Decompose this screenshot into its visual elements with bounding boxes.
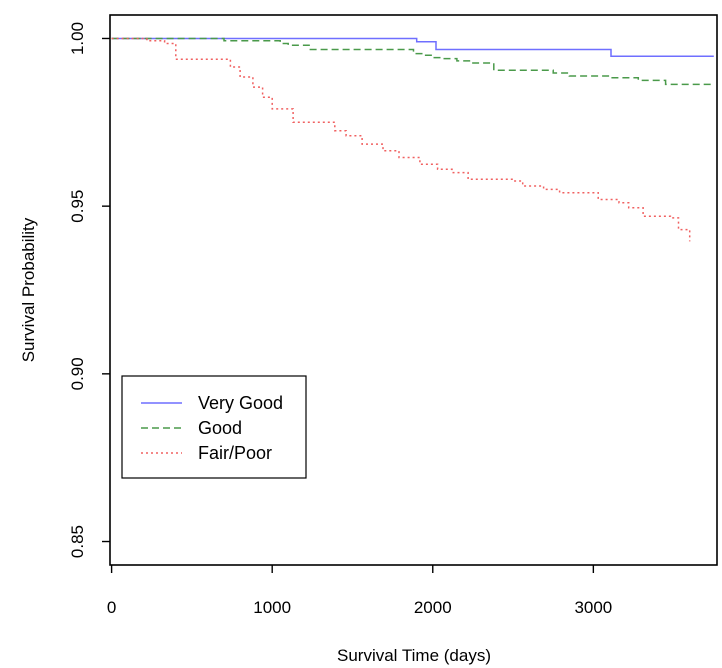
x-tick-label: 2000 xyxy=(414,598,452,617)
legend-label-very-good: Very Good xyxy=(198,393,283,413)
y-tick-label: 0.85 xyxy=(68,525,87,558)
x-tick-label: 0 xyxy=(107,598,116,617)
series-line-good xyxy=(111,37,714,86)
y-tick-label: 0.90 xyxy=(68,357,87,390)
x-tick-label: 1000 xyxy=(253,598,291,617)
series-line-very-good xyxy=(111,37,714,57)
y-tick-label: 0.95 xyxy=(68,190,87,223)
series-lines xyxy=(111,37,714,242)
y-tick-label: 1.00 xyxy=(68,22,87,55)
legend-label-fair-poor: Fair/Poor xyxy=(198,443,272,463)
plot-frame xyxy=(109,14,718,566)
legend-label-good: Good xyxy=(198,418,242,438)
x-axis-title: Survival Time (days) xyxy=(337,646,491,665)
legend-box xyxy=(121,375,307,479)
y-axis: 0.85 0.90 0.95 1.00 xyxy=(68,22,110,558)
x-axis: 0 1000 2000 3000 xyxy=(107,565,612,617)
legend: Very Good Good Fair/Poor xyxy=(121,375,307,479)
x-tick-label: 3000 xyxy=(574,598,612,617)
y-axis-title: Survival Probability xyxy=(19,217,38,362)
